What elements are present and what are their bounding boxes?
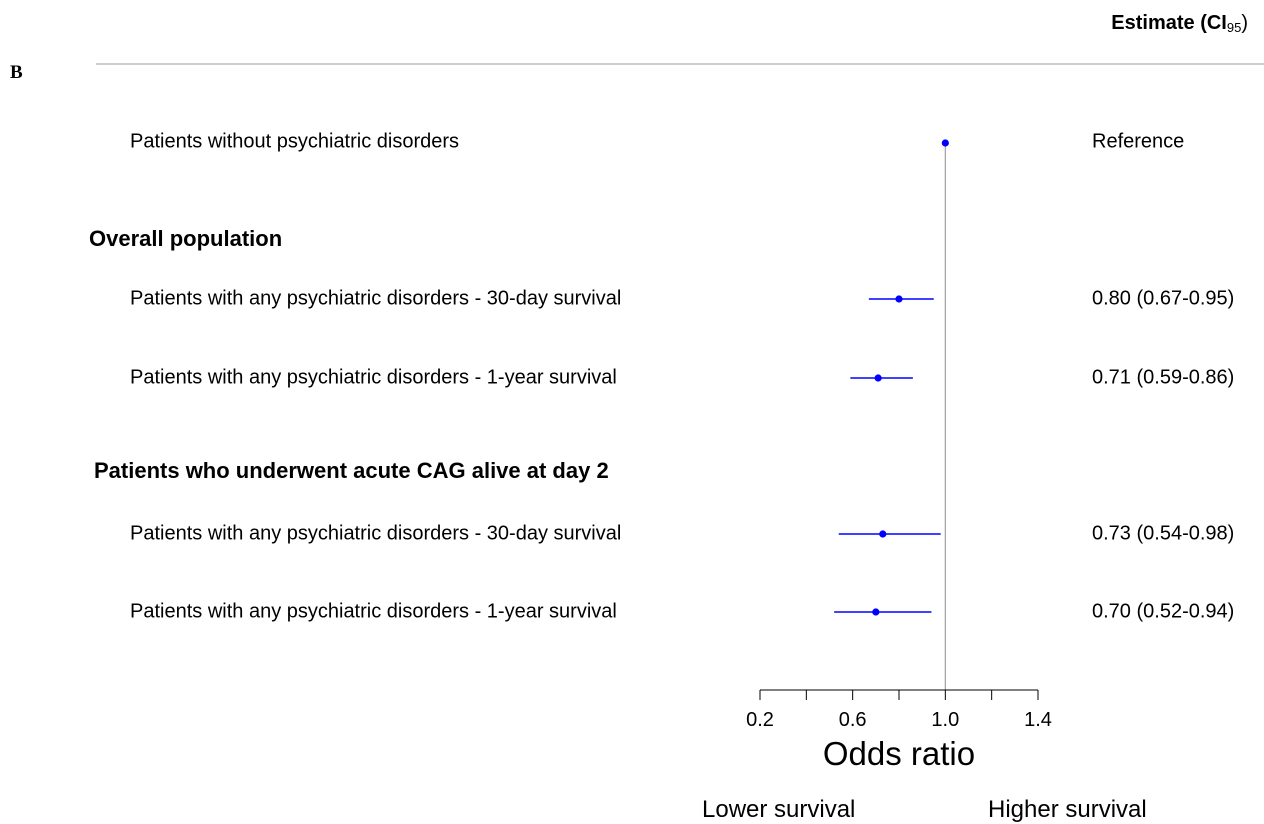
row-label-overall-30day: Patients with any psychiatric disorders … xyxy=(130,287,622,310)
x-tick-label-4: 1.0 xyxy=(931,709,959,731)
panel-letter: B xyxy=(10,62,23,83)
estimate-text-reference: Reference xyxy=(1092,130,1185,153)
x-axis-title: Odds ratio xyxy=(823,735,975,772)
estimate-point-2 xyxy=(874,374,882,382)
estimate-text-overall-1year: 0.71 (0.59-0.86) xyxy=(1092,366,1235,389)
x-tick-label-0: 0.2 xyxy=(746,709,774,731)
estimate-header: Estimate (CI95) xyxy=(1111,12,1248,35)
group-label-overall: Overall population xyxy=(89,226,283,251)
x-tick-label-2: 0.6 xyxy=(839,709,867,731)
direction-higher: Higher survival xyxy=(988,796,1147,823)
estimate-text-cag-1year: 0.70 (0.52-0.94) xyxy=(1092,600,1235,623)
estimate-header-main: Estimate ( xyxy=(1111,12,1207,34)
estimate-text-cag-30day: 0.73 (0.54-0.98) xyxy=(1092,522,1235,545)
estimate-point-1 xyxy=(895,295,903,303)
estimate-header-sub: 95 xyxy=(1226,20,1242,35)
estimate-point-3 xyxy=(879,530,887,538)
row-label-reference: Patients without psychiatric disorders xyxy=(130,130,460,153)
estimate-point-4 xyxy=(872,608,880,616)
estimate-text-overall-30day: 0.80 (0.67-0.95) xyxy=(1092,287,1235,310)
row-label-cag-1year: Patients with any psychiatric disorders … xyxy=(130,600,617,623)
group-label-cag: Patients who underwent acute CAG alive a… xyxy=(94,458,609,483)
estimate-header-ci: CI xyxy=(1206,12,1227,34)
direction-lower: Lower survival xyxy=(702,796,856,823)
row-label-cag-30day: Patients with any psychiatric disorders … xyxy=(130,522,622,545)
estimate-header-close: ) xyxy=(1241,12,1248,34)
row-label-overall-1year: Patients with any psychiatric disorders … xyxy=(130,366,617,389)
x-tick-label-6: 1.4 xyxy=(1024,709,1052,731)
estimate-point-0 xyxy=(941,139,949,147)
